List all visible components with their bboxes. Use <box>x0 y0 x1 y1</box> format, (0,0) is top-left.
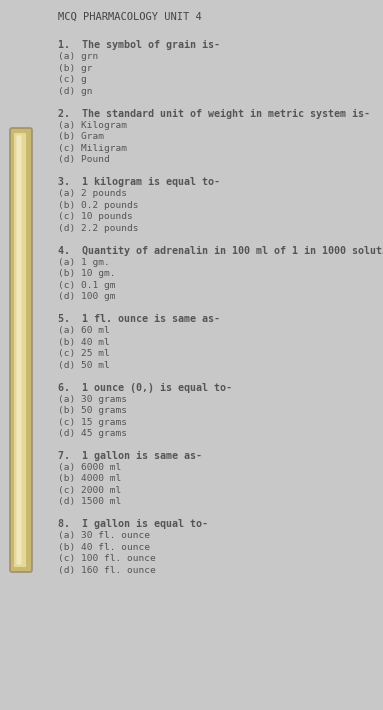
Text: (b) 40 fl. ounce: (b) 40 fl. ounce <box>58 543 150 552</box>
Text: (c) 15 grams: (c) 15 grams <box>58 417 127 427</box>
Text: MCQ PHARMACOLOGY UNIT 4: MCQ PHARMACOLOGY UNIT 4 <box>58 12 202 22</box>
Text: (a) 30 grams: (a) 30 grams <box>58 395 127 403</box>
Text: (b) 0.2 pounds: (b) 0.2 pounds <box>58 201 139 209</box>
Text: (c) Miligram: (c) Miligram <box>58 144 127 153</box>
Text: (b) 40 ml: (b) 40 ml <box>58 338 110 346</box>
Text: (a) 30 fl. ounce: (a) 30 fl. ounce <box>58 531 150 540</box>
Text: 2.  The standard unit of weight in metric system is-: 2. The standard unit of weight in metric… <box>58 109 370 119</box>
Text: (b) gr: (b) gr <box>58 64 93 73</box>
FancyBboxPatch shape <box>16 136 21 564</box>
Text: (d) 160 fl. ounce: (d) 160 fl. ounce <box>58 566 156 575</box>
FancyBboxPatch shape <box>10 128 32 572</box>
Text: (b) 10 gm.: (b) 10 gm. <box>58 269 116 278</box>
FancyBboxPatch shape <box>14 133 26 567</box>
Text: (c) 2000 ml: (c) 2000 ml <box>58 486 121 495</box>
Text: (a) grn: (a) grn <box>58 53 98 62</box>
Text: 3.  1 kilogram is equal to-: 3. 1 kilogram is equal to- <box>58 178 220 187</box>
Text: (c) 100 fl. ounce: (c) 100 fl. ounce <box>58 555 156 564</box>
Text: (c) 10 pounds: (c) 10 pounds <box>58 212 133 222</box>
Text: 8.  I gallon is equal to-: 8. I gallon is equal to- <box>58 519 208 530</box>
Text: (c) 25 ml: (c) 25 ml <box>58 349 110 358</box>
Text: (d) 45 grams: (d) 45 grams <box>58 429 127 438</box>
Text: (c) g: (c) g <box>58 75 87 84</box>
Text: (d) gn: (d) gn <box>58 87 93 96</box>
Text: 1.  The symbol of grain is-: 1. The symbol of grain is- <box>58 40 220 50</box>
Text: 6.  1 ounce (0,) is equal to-: 6. 1 ounce (0,) is equal to- <box>58 383 232 393</box>
Text: 7.  1 gallon is same as-: 7. 1 gallon is same as- <box>58 451 202 461</box>
Text: (d) 100 gm: (d) 100 gm <box>58 293 116 301</box>
Text: (a) Kilogram: (a) Kilogram <box>58 121 127 130</box>
Text: (a) 60 ml: (a) 60 ml <box>58 326 110 335</box>
Text: (a) 1 gm.: (a) 1 gm. <box>58 258 110 267</box>
Text: (a) 6000 ml: (a) 6000 ml <box>58 463 121 472</box>
Text: (d) 50 ml: (d) 50 ml <box>58 361 110 370</box>
Text: (b) Gram: (b) Gram <box>58 132 104 141</box>
Text: 5.  1 fl. ounce is same as-: 5. 1 fl. ounce is same as- <box>58 314 220 324</box>
Text: (b) 50 grams: (b) 50 grams <box>58 406 127 415</box>
Text: (a) 2 pounds: (a) 2 pounds <box>58 190 127 198</box>
Text: (c) 0.1 gm: (c) 0.1 gm <box>58 280 116 290</box>
Text: 4.  Quantity of adrenalin in 100 ml of 1 in 1000 solution is-: 4. Quantity of adrenalin in 100 ml of 1 … <box>58 246 383 256</box>
Text: (d) 1500 ml: (d) 1500 ml <box>58 498 121 506</box>
Text: (d) Pound: (d) Pound <box>58 155 110 164</box>
Text: (d) 2.2 pounds: (d) 2.2 pounds <box>58 224 139 233</box>
Text: (b) 4000 ml: (b) 4000 ml <box>58 474 121 484</box>
